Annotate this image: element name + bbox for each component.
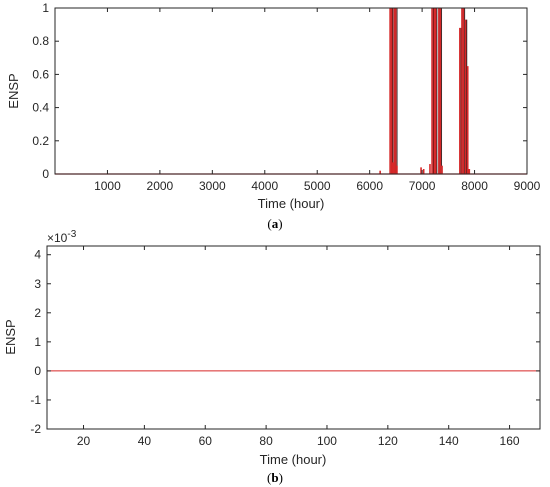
y-tick-label: 0.2	[32, 134, 49, 148]
panel-label-b: (b)	[267, 470, 283, 485]
plot-area-a	[55, 8, 527, 174]
x-tick-label: 40	[138, 434, 152, 448]
x-tick-label: 4000	[251, 179, 278, 193]
panel-label-a: (a)	[267, 216, 282, 231]
panel-a: 1000 2000 3000 4000 5000 6000 7000 8000 9000 0 0.…	[6, 1, 541, 231]
y-tick-label: -1	[30, 393, 41, 407]
y-tick-label: 1	[42, 1, 49, 15]
panel-b: 20 40 60 80 100 120 140 160 -2 -1 0 1 2 3 4 ×10-3 Tim…	[3, 229, 541, 485]
y-tick-label: 1	[34, 335, 41, 349]
exponent-label-b: ×10-3	[47, 229, 77, 245]
x-tick-label: 9000	[514, 179, 541, 193]
x-axis-title-b: Time (hour)	[260, 452, 327, 467]
x-tick-label: 6000	[356, 179, 383, 193]
y-tick-label: 0	[34, 364, 41, 378]
y-tick-label: 0.4	[32, 101, 49, 115]
x-tick-label: 3000	[199, 179, 226, 193]
y-tick-label: 0.8	[32, 34, 49, 48]
y-tick-label: 4	[34, 248, 41, 262]
x-tick-label: 1000	[94, 179, 121, 193]
x-tick-label: 2000	[147, 179, 174, 193]
x-tick-label: 80	[259, 434, 273, 448]
y-axis-title-a: ENSP	[6, 73, 21, 108]
x-tick-label: 60	[199, 434, 213, 448]
spike-series-a	[379, 8, 471, 174]
x-tick-label: 20	[77, 434, 91, 448]
axes-box-a	[54, 7, 528, 175]
x-tick-label: 5000	[304, 179, 331, 193]
x-tick-label: 7000	[409, 179, 436, 193]
x-tick-label: 8000	[461, 179, 488, 193]
y-tick-label: 0	[42, 167, 49, 181]
x-ticks-a: 1000 2000 3000 4000 5000 6000 7000 8000 9000	[94, 8, 541, 193]
x-tick-label: 140	[439, 434, 459, 448]
x-tick-label: 120	[378, 434, 398, 448]
x-tick-label: 160	[500, 434, 520, 448]
axes-box-b	[46, 245, 541, 430]
y-tick-label: 2	[34, 306, 41, 320]
y-ticks-b: -2 -1 0 1 2 3 4	[30, 248, 540, 436]
y-tick-label: 3	[34, 277, 41, 291]
y-axis-title-b: ENSP	[3, 319, 18, 354]
y-tick-label: 0.6	[32, 67, 49, 81]
plot-area-b	[47, 246, 540, 429]
y-ticks-a: 0 0.2 0.4 0.6 0.8 1	[32, 1, 527, 181]
x-tick-label: 100	[317, 434, 337, 448]
y-tick-label: -2	[30, 422, 41, 436]
x-axis-title-a: Time (hour)	[258, 196, 325, 211]
x-ticks-b: 20 40 60 80 100 120 140 160	[77, 246, 520, 448]
